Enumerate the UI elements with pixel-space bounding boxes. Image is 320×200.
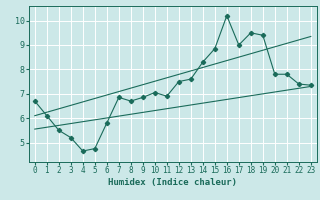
X-axis label: Humidex (Indice chaleur): Humidex (Indice chaleur) — [108, 178, 237, 187]
